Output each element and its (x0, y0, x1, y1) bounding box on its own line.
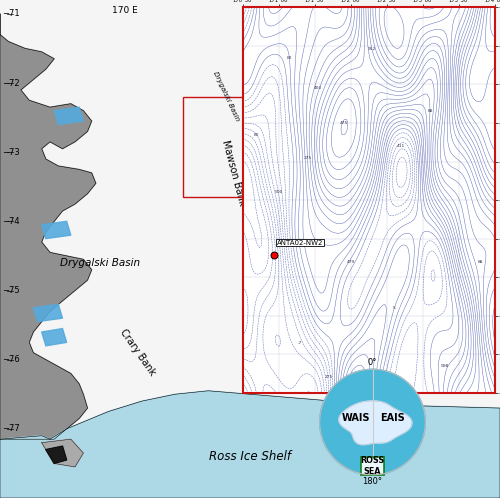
Text: −77: −77 (2, 424, 20, 433)
Text: −73: −73 (2, 148, 20, 157)
Text: ROSS
SEA: ROSS SEA (360, 457, 384, 476)
Polygon shape (46, 446, 66, 464)
Polygon shape (42, 439, 84, 467)
Text: 598: 598 (440, 364, 448, 368)
Polygon shape (54, 107, 84, 124)
Polygon shape (0, 391, 500, 498)
Text: EAIS: EAIS (380, 413, 405, 423)
Text: −71: −71 (2, 9, 20, 18)
Text: 275: 275 (325, 375, 334, 379)
Text: Mawson Bank: Mawson Bank (220, 139, 247, 207)
Text: 180°: 180° (362, 477, 382, 486)
Text: −74: −74 (2, 217, 20, 226)
Text: Ross Ice Shelf: Ross Ice Shelf (209, 450, 291, 463)
Bar (184, 97, 396, 197)
Text: 80: 80 (286, 56, 292, 60)
Text: 80: 80 (254, 132, 260, 136)
Polygon shape (42, 329, 66, 346)
Text: −76: −76 (2, 355, 20, 364)
Bar (361, 458, 384, 475)
Circle shape (320, 369, 426, 475)
Text: −72: −72 (2, 79, 20, 88)
Polygon shape (34, 304, 62, 322)
Text: 411: 411 (397, 144, 406, 148)
Text: Drygalski Basin: Drygalski Basin (212, 70, 241, 122)
Text: 500: 500 (274, 190, 283, 194)
Text: 5: 5 (392, 306, 396, 310)
Text: 400: 400 (314, 86, 322, 90)
Text: Drygalski Basin: Drygalski Basin (60, 258, 140, 268)
Text: 952: 952 (368, 47, 376, 51)
Text: Joides Basin: Joides Basin (296, 178, 321, 237)
Text: WAIS: WAIS (342, 413, 370, 423)
Text: 475: 475 (340, 121, 347, 125)
Text: 275: 275 (303, 156, 312, 160)
Text: 479: 479 (346, 259, 355, 263)
Text: -7: -7 (298, 341, 302, 345)
Polygon shape (0, 14, 96, 439)
Text: Crary Bank: Crary Bank (118, 328, 157, 378)
Text: ANTA02-NW2: ANTA02-NW2 (277, 240, 324, 246)
Text: 88: 88 (428, 110, 433, 114)
Text: 88: 88 (478, 259, 484, 263)
Polygon shape (339, 401, 412, 445)
Text: 170 E: 170 E (112, 6, 138, 15)
Polygon shape (42, 221, 71, 239)
Text: −75: −75 (2, 286, 20, 295)
Text: 0°: 0° (368, 358, 377, 367)
